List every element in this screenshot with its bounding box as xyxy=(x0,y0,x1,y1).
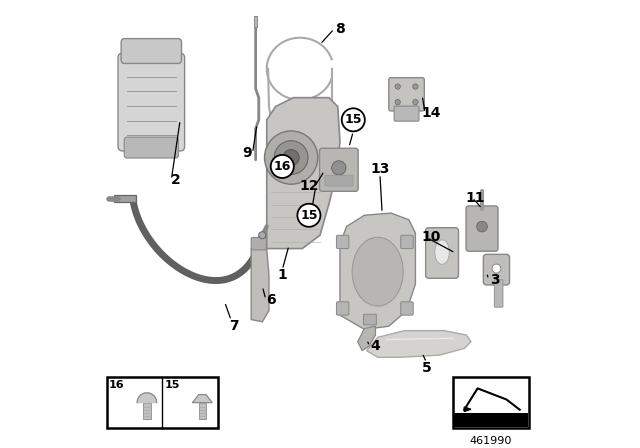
Bar xyxy=(254,16,257,26)
Text: 13: 13 xyxy=(370,162,390,176)
FancyBboxPatch shape xyxy=(426,228,458,278)
Text: 14: 14 xyxy=(421,106,441,120)
Circle shape xyxy=(395,84,401,89)
FancyBboxPatch shape xyxy=(495,280,503,307)
FancyBboxPatch shape xyxy=(337,235,349,249)
FancyBboxPatch shape xyxy=(483,254,509,285)
Polygon shape xyxy=(367,331,471,358)
Polygon shape xyxy=(358,326,376,351)
Polygon shape xyxy=(137,393,157,403)
Circle shape xyxy=(298,204,321,227)
FancyBboxPatch shape xyxy=(466,206,498,251)
Circle shape xyxy=(342,108,365,131)
Circle shape xyxy=(477,221,487,232)
Text: 461990: 461990 xyxy=(470,436,512,446)
FancyBboxPatch shape xyxy=(401,235,413,249)
Ellipse shape xyxy=(352,237,403,306)
Text: 1: 1 xyxy=(277,268,287,282)
Circle shape xyxy=(275,141,308,174)
Text: 16: 16 xyxy=(273,160,291,173)
FancyBboxPatch shape xyxy=(252,237,266,250)
Text: 6: 6 xyxy=(266,293,276,306)
Circle shape xyxy=(395,99,401,105)
Text: 4: 4 xyxy=(371,339,380,353)
FancyBboxPatch shape xyxy=(319,148,358,191)
Bar xyxy=(199,403,206,419)
FancyBboxPatch shape xyxy=(388,78,424,111)
Circle shape xyxy=(283,150,299,166)
FancyBboxPatch shape xyxy=(337,302,349,315)
Bar xyxy=(143,403,151,419)
Circle shape xyxy=(259,232,266,239)
FancyBboxPatch shape xyxy=(401,302,413,315)
Polygon shape xyxy=(267,98,340,249)
Text: 5: 5 xyxy=(422,362,431,375)
Text: 11: 11 xyxy=(466,190,485,205)
Text: 9: 9 xyxy=(242,146,252,160)
FancyBboxPatch shape xyxy=(394,106,419,121)
Text: 15: 15 xyxy=(300,209,317,222)
Text: 3: 3 xyxy=(490,273,500,287)
Bar xyxy=(454,413,528,427)
Bar xyxy=(453,377,529,428)
Text: 15: 15 xyxy=(344,113,362,126)
FancyBboxPatch shape xyxy=(118,53,184,151)
Polygon shape xyxy=(193,395,212,403)
Circle shape xyxy=(271,155,294,178)
Circle shape xyxy=(492,264,501,273)
FancyBboxPatch shape xyxy=(124,137,179,158)
Circle shape xyxy=(332,161,346,175)
FancyBboxPatch shape xyxy=(121,39,182,64)
FancyBboxPatch shape xyxy=(325,175,353,186)
Polygon shape xyxy=(252,242,269,322)
Ellipse shape xyxy=(435,240,449,264)
Circle shape xyxy=(413,99,418,105)
Circle shape xyxy=(413,84,418,89)
Text: 15: 15 xyxy=(164,380,180,390)
Text: 8: 8 xyxy=(335,22,345,36)
Text: 7: 7 xyxy=(228,319,238,333)
Text: 12: 12 xyxy=(299,179,319,194)
Text: 16: 16 xyxy=(109,380,125,390)
Bar xyxy=(107,377,218,428)
Polygon shape xyxy=(340,213,415,329)
FancyBboxPatch shape xyxy=(364,314,376,325)
Circle shape xyxy=(264,131,318,184)
Polygon shape xyxy=(114,195,136,202)
Text: 2: 2 xyxy=(171,173,180,187)
Polygon shape xyxy=(464,407,471,411)
Text: 10: 10 xyxy=(421,230,441,245)
